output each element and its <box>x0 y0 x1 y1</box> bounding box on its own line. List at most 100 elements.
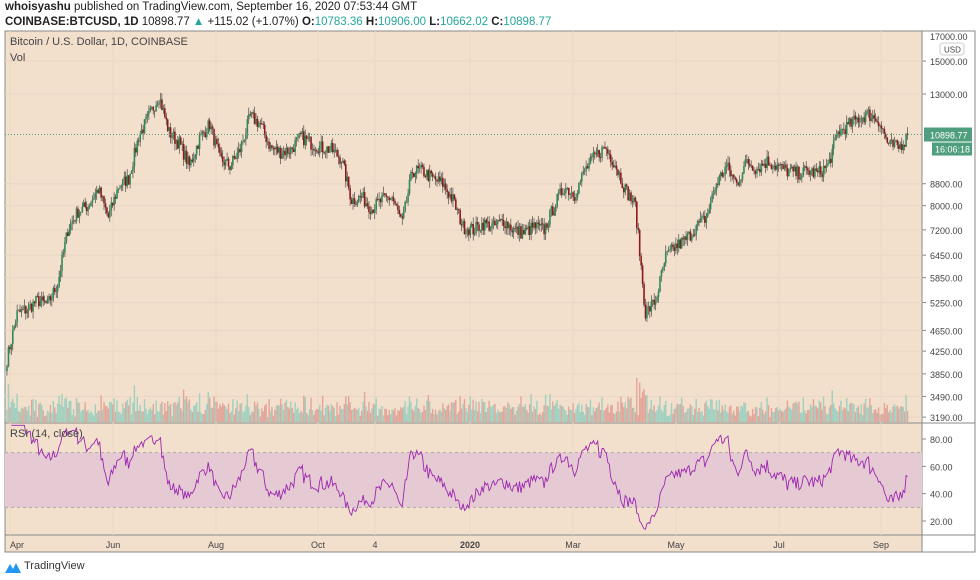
volume-bar <box>694 408 696 422</box>
time-tick-label: Mar <box>565 540 581 550</box>
candle-body <box>310 136 312 150</box>
candle-body <box>651 299 654 302</box>
volume-bar <box>738 410 741 422</box>
volume-bar <box>854 411 857 422</box>
volume-bar <box>168 405 170 422</box>
candle-body <box>799 178 802 180</box>
volume-bar <box>546 405 548 422</box>
candle-body <box>389 198 392 201</box>
candle-body <box>35 295 37 304</box>
volume-bar <box>382 415 385 422</box>
volume-bar <box>673 409 676 422</box>
volume-bar <box>446 405 448 422</box>
volume-bar <box>146 413 149 422</box>
volume-bar <box>350 409 353 422</box>
volume-bar <box>541 412 544 422</box>
price-tick-label: 6450.00 <box>930 251 963 261</box>
candle-body <box>369 212 372 214</box>
volume-bar <box>861 415 864 422</box>
volume-bar <box>23 406 26 422</box>
candle-body <box>245 133 247 140</box>
volume-bar <box>866 407 868 422</box>
volume-bar <box>442 403 444 422</box>
candle-body <box>71 221 73 224</box>
volume-bar <box>692 414 694 422</box>
volume-bar <box>641 391 644 422</box>
volume-bar <box>190 409 192 422</box>
volume-bar <box>892 406 894 422</box>
volume-bar <box>123 408 125 422</box>
candle-body <box>268 141 270 149</box>
candle-body <box>148 110 150 114</box>
candle-body <box>848 118 851 125</box>
candle-body <box>769 165 771 166</box>
tradingview-logo[interactable]: TradingView <box>5 560 85 573</box>
volume-bar <box>560 405 563 422</box>
volume-bar <box>94 404 97 422</box>
volume-bar <box>110 402 112 422</box>
candle-body <box>342 160 344 163</box>
volume-bar <box>30 399 33 422</box>
volume-bar <box>389 414 392 422</box>
volume-bar <box>208 397 211 422</box>
volume-bar <box>815 406 818 422</box>
volume-bar <box>126 399 128 422</box>
volume-bar <box>200 412 202 422</box>
volume-bar <box>526 409 528 422</box>
candle-body <box>64 242 66 253</box>
candle-body <box>622 188 625 193</box>
candle-body <box>166 119 169 131</box>
candle-body <box>90 202 92 207</box>
candle-body <box>443 183 446 187</box>
candle-body <box>599 157 602 159</box>
candle-body <box>20 309 23 312</box>
candle-body <box>567 187 570 195</box>
candle-body <box>437 176 440 182</box>
candle-body <box>182 143 185 160</box>
candle-body <box>407 193 409 202</box>
price-tick-label: 8800.00 <box>930 180 963 190</box>
volume-bar <box>398 410 401 422</box>
candle-body <box>349 188 351 200</box>
candle-body <box>311 148 314 150</box>
volume-bar <box>182 389 185 422</box>
volume-bar <box>715 400 718 422</box>
volume-bar <box>61 393 63 422</box>
candle-body <box>292 148 295 152</box>
volume-bar <box>886 404 888 422</box>
candle-body <box>413 172 415 177</box>
volume-bar <box>54 407 56 422</box>
candle-body <box>385 195 388 197</box>
volume-bar <box>456 414 458 422</box>
candle-body <box>272 147 275 149</box>
volume-bar <box>342 409 344 422</box>
volume-bar <box>28 405 30 422</box>
candle-body <box>353 198 356 204</box>
volume-bar <box>353 407 356 422</box>
volume-bar <box>253 401 256 422</box>
volume-bar <box>67 407 69 422</box>
candle-body <box>751 165 754 171</box>
volume-bar <box>139 404 141 422</box>
volume-bar <box>814 405 816 422</box>
volume-bar <box>83 409 85 422</box>
candle-body <box>317 151 320 154</box>
volume-bar <box>120 414 123 422</box>
volume-bar <box>206 403 208 422</box>
candle-body <box>860 117 863 122</box>
volume-bar <box>81 409 83 422</box>
candle-body <box>754 171 757 174</box>
candle-body <box>119 187 121 189</box>
volume-bar <box>268 398 270 422</box>
candle-body <box>282 150 285 155</box>
volume-bar <box>155 400 157 422</box>
volume-bar <box>857 405 860 422</box>
candle-body <box>314 150 317 152</box>
candle-body <box>404 201 406 212</box>
candle-body <box>874 118 877 122</box>
volume-bar <box>585 403 587 422</box>
author[interactable]: whoisyashu <box>5 1 71 13</box>
volume-bar <box>197 411 199 422</box>
candle-body <box>98 187 101 193</box>
